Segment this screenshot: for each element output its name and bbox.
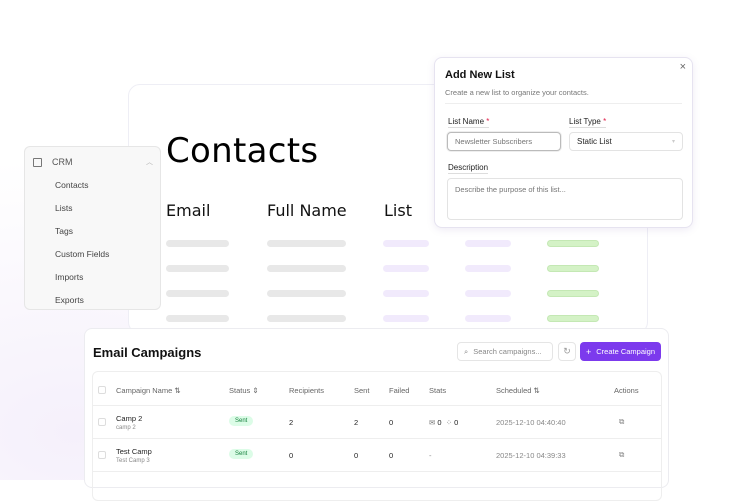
header-scheduled[interactable]: Scheduled ⇅ (496, 386, 540, 395)
page-title: Contacts (166, 131, 319, 171)
skeleton-placeholder (465, 315, 511, 322)
table-row[interactable]: Camp 2 camp 2 Sent 2 2 0 ✉ 0 ⁘ 0 2025-12… (93, 405, 662, 438)
email-campaigns-card: Email Campaigns ⌕ Search campaigns... ↻ +… (84, 328, 669, 501)
click-icon: ⁘ (445, 418, 453, 427)
skeleton-placeholder (547, 315, 599, 322)
skeleton-placeholder (383, 315, 429, 322)
recipients: 2 (289, 418, 294, 427)
list-name-label: List Name * (448, 117, 490, 128)
list-name-input[interactable] (447, 132, 561, 151)
sort-icon: ⇅ (533, 386, 540, 395)
header-actions: Actions (614, 386, 639, 395)
close-icon[interactable]: × (679, 61, 686, 73)
skeleton-placeholder (166, 290, 229, 297)
sort-icon: ⇅ (174, 386, 181, 395)
description-textarea[interactable] (447, 178, 683, 220)
list-type-select[interactable]: Static List ▾ (569, 132, 683, 151)
skeleton-placeholder (267, 240, 346, 247)
campaigns-title: Email Campaigns (93, 345, 202, 360)
campaign-subtitle: Test Camp 3 (116, 458, 150, 464)
sidebar-item-custom-fields[interactable]: Custom Fields (55, 249, 110, 259)
scheduled: 2025-12-10 04:39:33 (496, 451, 566, 460)
select-all-checkbox[interactable] (98, 386, 106, 394)
stats: ✉ 0 ⁘ 0 (429, 418, 459, 427)
skeleton-placeholder (166, 265, 229, 272)
skeleton-placeholder (465, 265, 511, 272)
column-full-name: Full Name (267, 201, 347, 220)
header-sent: Sent (354, 386, 370, 395)
skeleton-placeholder (547, 265, 599, 272)
skeleton-placeholder (383, 290, 429, 297)
campaign-name[interactable]: Test Camp (116, 447, 152, 456)
sidebar-item-lists[interactable]: Lists (55, 203, 73, 213)
skeleton-placeholder (465, 290, 511, 297)
status-badge: Sent (229, 449, 254, 459)
skeleton-placeholder (547, 240, 599, 247)
row-checkbox[interactable] (98, 418, 106, 426)
sort-icon: ⇕ (252, 386, 259, 395)
add-list-dialog: Add New List × Create a new list to orga… (434, 57, 693, 228)
chevron-up-icon: ︿ (146, 159, 153, 166)
search-campaigns-input[interactable]: ⌕ Search campaigns... (457, 342, 553, 361)
sent: 2 (354, 418, 359, 427)
plus-icon: + (585, 346, 592, 357)
chevron-down-icon: ▾ (671, 139, 675, 145)
header-recipients: Recipients (289, 386, 325, 395)
table-row[interactable]: Test Camp Test Camp 3 Sent 0 0 0 - 2025-… (93, 438, 662, 471)
column-list: List (384, 201, 412, 220)
sidebar-item-contacts[interactable]: Contacts (55, 180, 89, 190)
sent: 0 (354, 451, 359, 460)
dialog-title: Add New List (445, 69, 515, 81)
row-checkbox[interactable] (98, 451, 106, 459)
skeleton-placeholder (383, 265, 429, 272)
create-campaign-button[interactable]: + Create Campaign (580, 342, 661, 361)
sidebar-item-imports[interactable]: Imports (55, 272, 84, 282)
header-status[interactable]: Status ⇕ (229, 386, 259, 395)
failed: 0 (389, 418, 394, 427)
divider (445, 103, 682, 104)
campaigns-table: Campaign Name ⇅ Status ⇕ Recipients Sent… (92, 371, 662, 501)
skeleton-placeholder (267, 265, 346, 272)
list-type-label: List Type * (569, 117, 607, 128)
skeleton-placeholder (166, 240, 229, 247)
header-campaign-name[interactable]: Campaign Name ⇅ (116, 386, 181, 395)
scheduled: 2025-12-10 04:40:40 (496, 418, 566, 427)
dialog-subtitle: Create a new list to organize your conta… (445, 88, 589, 97)
sidebar-section-crm[interactable]: CRM ︿ (33, 155, 153, 169)
sidebar-section-label: CRM (52, 157, 73, 167)
campaign-name[interactable]: Camp 2 (116, 414, 143, 423)
status-badge: Sent (229, 416, 254, 426)
refresh-icon: ↻ (563, 346, 571, 356)
skeleton-placeholder (465, 240, 511, 247)
contact-card-icon (33, 157, 42, 167)
skeleton-placeholder (166, 315, 229, 322)
refresh-button[interactable]: ↻ (558, 342, 576, 361)
campaign-subtitle: camp 2 (116, 425, 136, 431)
skeleton-placeholder (267, 315, 346, 322)
table-row[interactable] (93, 471, 662, 504)
header-stats: Stats (429, 386, 447, 395)
search-icon: ⌕ (464, 346, 469, 356)
recipients: 0 (289, 451, 294, 460)
sidebar: CRM ︿ Contacts Lists Tags Custom Fields … (24, 146, 161, 310)
copy-icon[interactable]: ⧉ (619, 450, 625, 459)
header-failed: Failed (389, 386, 410, 395)
description-label: Description (448, 163, 489, 174)
sidebar-item-tags[interactable]: Tags (55, 226, 73, 236)
failed: 0 (389, 451, 394, 460)
stats: - (429, 451, 432, 460)
column-email: Email (166, 201, 211, 220)
skeleton-placeholder (267, 290, 346, 297)
skeleton-placeholder (383, 240, 429, 247)
copy-icon[interactable]: ⧉ (619, 417, 625, 426)
skeleton-placeholder (547, 290, 599, 297)
envelope-open-icon: ✉ (429, 418, 436, 427)
sidebar-item-exports[interactable]: Exports (55, 295, 84, 305)
